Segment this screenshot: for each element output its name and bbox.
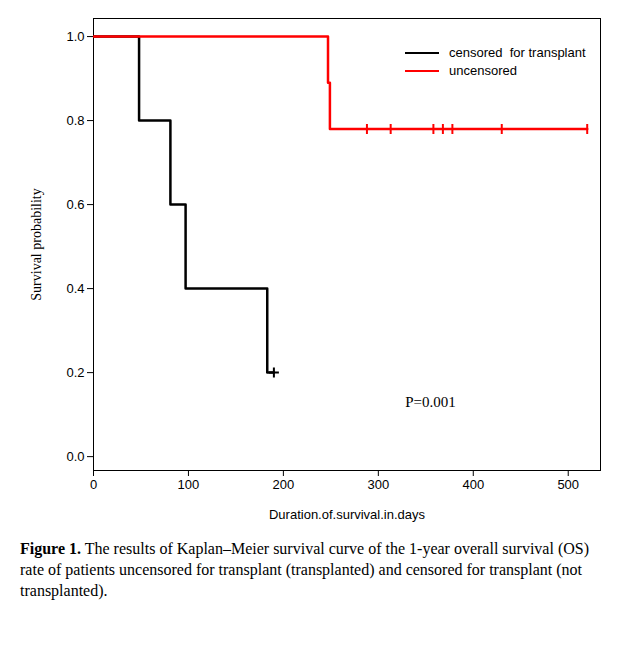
- html-text:censored for transplant: censored for transplant: [449, 45, 586, 60]
- svg-text:1.0: 1.0: [66, 29, 84, 44]
- svg-text:100: 100: [178, 477, 200, 492]
- svg-text:P=0.001: P=0.001: [405, 394, 456, 410]
- svg-text:400: 400: [462, 477, 484, 492]
- svg-text:0: 0: [90, 477, 97, 492]
- svg-text:0.2: 0.2: [66, 365, 84, 380]
- svg-text:0.0: 0.0: [66, 449, 84, 464]
- svg-text:Survival probability: Survival probability: [29, 188, 44, 300]
- svg-text:0.8: 0.8: [66, 113, 84, 128]
- svg-text:0.6: 0.6: [66, 197, 84, 212]
- svg-text:500: 500: [557, 477, 579, 492]
- html-text:uncensored: uncensored: [449, 63, 517, 78]
- html-text:Figure 1. The results of Kapla: Figure 1. The results of Kaplan–Meier su…: [20, 540, 589, 599]
- svg-text:Duration.of.survival.in.days: Duration.of.survival.in.days: [269, 507, 426, 522]
- svg-text:0.4: 0.4: [66, 281, 84, 296]
- svg-text:300: 300: [367, 477, 389, 492]
- svg-text:200: 200: [273, 477, 295, 492]
